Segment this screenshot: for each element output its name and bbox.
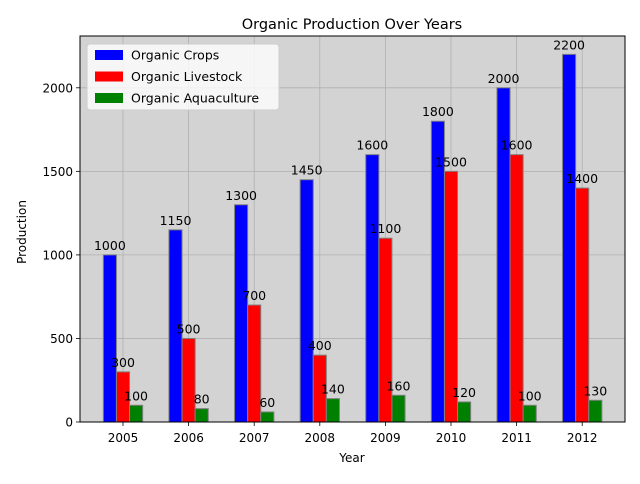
bar	[378, 237, 393, 423]
bar	[260, 411, 275, 423]
y-axis: 0 500 1000 1500 2000	[42, 81, 80, 430]
bar-value-label: 140	[321, 382, 345, 397]
legend-swatch	[95, 71, 123, 82]
x-tick-label: 2008	[305, 431, 336, 445]
bar-value-label: 2200	[553, 37, 585, 52]
x-tick-label: 2007	[239, 431, 270, 445]
bar-value-label: 400	[308, 338, 332, 353]
bars	[102, 53, 603, 423]
x-tick-label: 2005	[108, 431, 139, 445]
bar-value-label: 1600	[501, 138, 533, 153]
plot-frame	[79, 35, 626, 423]
y-axis-label: Production	[15, 200, 29, 264]
legend-label: Organic Crops	[131, 48, 219, 63]
y-tick-label: 1500	[42, 165, 73, 179]
bar-value-label: 700	[242, 288, 266, 303]
bar	[234, 204, 249, 423]
bar-value-labels: 1000 1150 1300 1450 1600 1800 2000 2200 300 500 70…	[94, 37, 607, 410]
bar-value-label: 60	[259, 395, 275, 410]
bar	[194, 408, 209, 423]
x-tick-label: 2011	[501, 431, 532, 445]
bar-value-label: 1300	[225, 188, 257, 203]
bar-value-label: 1500	[435, 154, 467, 169]
x-tick-label: 2009	[370, 431, 401, 445]
bar-value-label: 1800	[422, 104, 454, 119]
bar	[129, 404, 144, 423]
bar	[102, 254, 117, 423]
bar-value-label: 300	[111, 355, 135, 370]
bar-value-label: 80	[194, 392, 210, 407]
bar	[457, 401, 472, 423]
bar-value-label: 1400	[566, 171, 598, 186]
bar	[181, 337, 196, 423]
legend-label: Organic Livestock	[131, 69, 243, 84]
bar	[509, 154, 524, 423]
legend-box	[86, 43, 280, 111]
bar-value-label: 2000	[488, 71, 520, 86]
legend: Organic Crops Organic Livestock Organic Aq…	[86, 43, 280, 111]
bar-value-label: 160	[387, 378, 411, 393]
bar-value-label: 1000	[94, 238, 126, 253]
bar-value-label: 120	[452, 385, 476, 400]
bar-value-label: 1450	[291, 163, 323, 178]
y-tick-label: 500	[50, 332, 73, 346]
bar-value-label: 1100	[369, 221, 401, 236]
bar	[391, 394, 406, 423]
x-tick-label: 2006	[173, 431, 204, 445]
bar-value-label: 500	[177, 321, 201, 336]
bar-value-label: 1600	[356, 138, 388, 153]
x-axis: 2005 2006 2007 2008 2009 2010 2011 2012	[108, 422, 598, 445]
y-tick-label: 0	[65, 416, 73, 430]
y-tick-label: 2000	[42, 81, 73, 95]
bar-value-label: 130	[583, 383, 607, 398]
x-axis-label: Year	[338, 451, 364, 465]
bar	[588, 399, 603, 423]
x-tick-label: 2010	[436, 431, 467, 445]
bar	[522, 404, 537, 423]
bar	[299, 179, 314, 423]
bar	[562, 53, 577, 423]
bar-value-label: 1150	[160, 213, 192, 228]
legend-swatch	[95, 50, 123, 60]
legend-label: Organic Aquaculture	[131, 91, 259, 106]
y-tick-label: 1000	[42, 248, 73, 262]
bar	[325, 398, 340, 423]
bar-value-label: 100	[124, 388, 148, 403]
legend-swatch	[95, 93, 123, 103]
x-tick-label: 2012	[567, 431, 598, 445]
chart-title: Organic Production Over Years	[242, 17, 463, 33]
bar	[365, 154, 380, 423]
bar-value-label: 100	[518, 388, 542, 403]
